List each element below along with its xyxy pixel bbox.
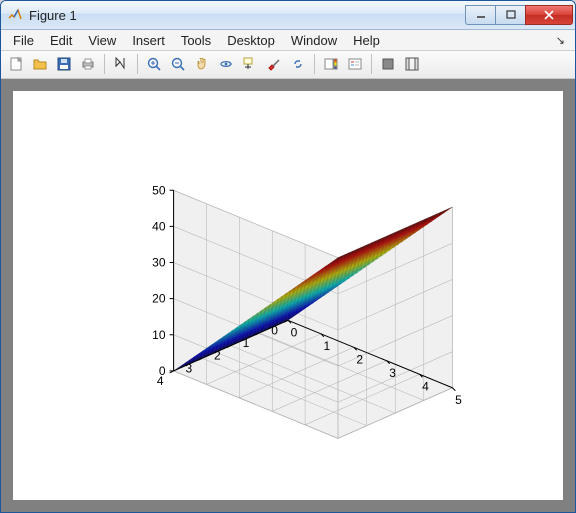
svg-text:40: 40: [152, 219, 166, 233]
new-figure-button[interactable]: [5, 53, 27, 75]
menu-view[interactable]: View: [80, 31, 124, 50]
menu-window[interactable]: Window: [283, 31, 345, 50]
maximize-button[interactable]: [495, 5, 525, 25]
toolbar-separator: [371, 54, 372, 74]
svg-text:2: 2: [356, 352, 363, 366]
menu-desktop[interactable]: Desktop: [219, 31, 283, 50]
save-figure-button[interactable]: [53, 53, 75, 75]
menu-insert[interactable]: Insert: [124, 31, 173, 50]
toolbar-separator: [137, 54, 138, 74]
surf-plot: 0102030405001234012345: [13, 91, 563, 500]
matlab-icon: [7, 7, 23, 23]
brush-button[interactable]: [263, 53, 285, 75]
axes[interactable]: 0102030405001234012345: [13, 91, 563, 500]
svg-text:1: 1: [243, 336, 250, 350]
window-buttons: [465, 5, 573, 25]
svg-text:0: 0: [291, 325, 298, 339]
open-file-button[interactable]: [29, 53, 51, 75]
menu-help[interactable]: Help: [345, 31, 388, 50]
svg-text:20: 20: [152, 291, 166, 305]
svg-text:10: 10: [152, 327, 166, 341]
close-button[interactable]: [525, 5, 573, 25]
zoom-in-button[interactable]: [143, 53, 165, 75]
pan-button[interactable]: [191, 53, 213, 75]
show-plot-tools-button[interactable]: [401, 53, 423, 75]
titlebar[interactable]: Figure 1: [1, 1, 575, 30]
svg-text:3: 3: [185, 361, 192, 375]
toolbar-separator: [314, 54, 315, 74]
insert-legend-button[interactable]: [344, 53, 366, 75]
toolbar: [1, 51, 575, 78]
hide-plot-tools-button[interactable]: [377, 53, 399, 75]
toolbar-separator: [104, 54, 105, 74]
figure-background: 0102030405001234012345: [1, 79, 575, 512]
svg-text:2: 2: [214, 348, 221, 362]
svg-text:0: 0: [271, 323, 278, 337]
menu-tools[interactable]: Tools: [173, 31, 219, 50]
svg-text:4: 4: [422, 379, 429, 393]
data-cursor-button[interactable]: [239, 53, 261, 75]
menu-file[interactable]: File: [5, 31, 42, 50]
print-figure-button[interactable]: [77, 53, 99, 75]
svg-text:4: 4: [157, 373, 164, 387]
minimize-button[interactable]: [465, 5, 495, 25]
svg-text:1: 1: [324, 338, 331, 352]
svg-text:3: 3: [389, 365, 396, 379]
rotate-3d-button[interactable]: [215, 53, 237, 75]
figure-window: Figure 1 File Edit View Insert Tools Des…: [0, 0, 576, 513]
svg-text:5: 5: [455, 392, 462, 406]
insert-colorbar-button[interactable]: [320, 53, 342, 75]
svg-text:50: 50: [152, 183, 166, 197]
edit-plot-button[interactable]: [110, 53, 132, 75]
zoom-out-button[interactable]: [167, 53, 189, 75]
svg-text:30: 30: [152, 255, 166, 269]
menu-edit[interactable]: Edit: [42, 31, 80, 50]
window-title: Figure 1: [29, 8, 465, 23]
link-plot-button[interactable]: [287, 53, 309, 75]
menubar: File Edit View Insert Tools Desktop Wind…: [1, 30, 575, 51]
dock-arrow-icon[interactable]: ↘: [550, 34, 571, 47]
